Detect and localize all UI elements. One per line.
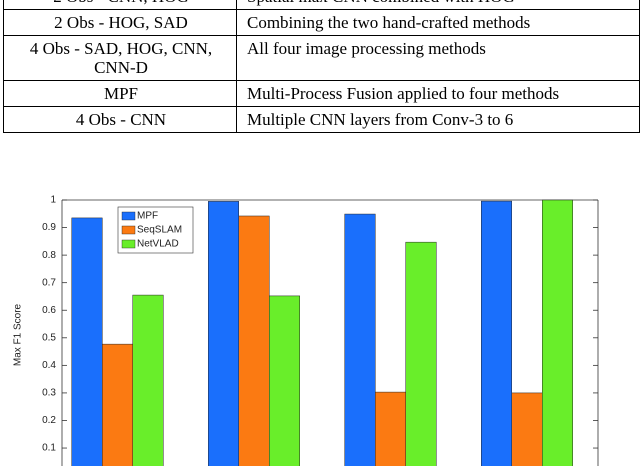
- y-tick-label: 0.2: [42, 415, 56, 426]
- bar: [375, 391, 406, 466]
- bar: [132, 294, 164, 466]
- legend-swatch: [121, 225, 136, 235]
- legend-label: MPF: [137, 211, 158, 222]
- table-cell: 2 Obs - HOG, SAD: [3, 9, 237, 36]
- table-cell: 4 Obs - CNN: [3, 106, 237, 133]
- legend-label: NetVLAD: [137, 239, 179, 250]
- y-tick-label: 0.3: [42, 388, 56, 399]
- bar: [71, 217, 103, 466]
- bar: [238, 215, 270, 466]
- y-axis-label: Max F1 Score: [13, 303, 24, 366]
- y-tick-label: 0.9: [42, 222, 56, 233]
- legend-swatch: [121, 211, 136, 221]
- table-cell: MPF: [3, 80, 237, 107]
- table-row: 4 Obs - CNN Multiple CNN layers from Conv…: [3, 106, 640, 133]
- bar: [208, 201, 239, 466]
- y-tick-label: 0.6: [42, 305, 56, 316]
- table-cell: 4 Obs - SAD, HOG, CNN, CNN-D: [3, 35, 237, 81]
- bar: [405, 241, 437, 466]
- bar: [511, 392, 543, 466]
- y-tick-label: 0.4: [42, 360, 56, 371]
- bar: [269, 295, 300, 466]
- legend-swatch: [121, 239, 136, 249]
- y-tick-label: 0.7: [42, 277, 56, 288]
- table-row: MPF Multi-Process Fusion applied to four …: [3, 80, 640, 107]
- legend-label: SeqSLAM: [137, 225, 182, 236]
- method-table: 2 Obs - CNN, HOGSpatial max CNN combined…: [3, 0, 640, 133]
- y-tick-label: 1: [50, 195, 56, 206]
- y-tick-label: 0.1: [42, 443, 56, 454]
- y-tick-label: 0.8: [42, 250, 56, 261]
- bar: [102, 343, 133, 466]
- table-cell: All four image processing methods: [236, 35, 640, 81]
- bar: [542, 199, 573, 466]
- y-tick-label: 0.5: [42, 332, 56, 343]
- bar: [481, 200, 512, 466]
- table-cell: Multi-Process Fusion applied to four met…: [236, 80, 640, 107]
- table-row: 4 Obs - SAD, HOG, CNN, CNN-D All four ima…: [3, 35, 640, 81]
- bar: [344, 213, 376, 466]
- table-cell: Multiple CNN layers from Conv-3 to 6: [236, 106, 640, 133]
